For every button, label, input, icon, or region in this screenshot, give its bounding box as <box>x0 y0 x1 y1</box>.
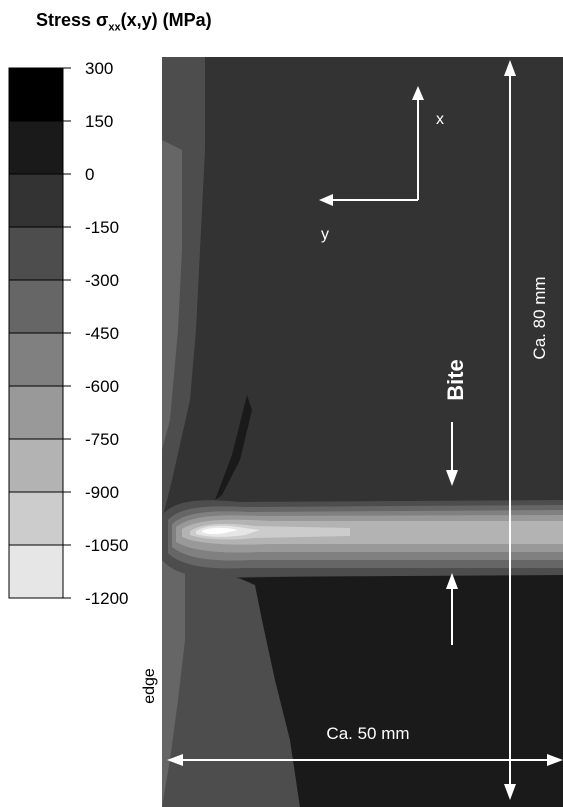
legend-tick-label: 0 <box>85 165 94 184</box>
legend-band <box>8 120 64 175</box>
length-dimension: Ca. 80 mm <box>504 60 549 800</box>
edge-zone-lower-inner <box>162 560 185 807</box>
legend-tick-label: -600 <box>85 377 119 396</box>
bite-band-5 <box>182 519 563 545</box>
dark-spike <box>215 395 252 500</box>
width-dimension-label: Ca. 50 mm <box>326 724 409 743</box>
bite-arrow-top-head <box>446 470 458 486</box>
title-prefix: Stress σ <box>36 10 109 30</box>
legend-tick-label: -450 <box>85 324 119 343</box>
legend-band <box>8 226 64 281</box>
edge-zone-upper-inner <box>162 140 182 450</box>
legend-band <box>8 491 64 546</box>
coordinate-axes: x y <box>319 86 444 243</box>
y-axis-label: y <box>321 226 329 243</box>
legend-band <box>8 279 64 334</box>
color-legend: 300 150 0 -150 -300 -450 -600 -750 -900 -1050 -120… <box>8 59 128 608</box>
edge-label: edge <box>141 668 158 704</box>
legend-tick-label: -750 <box>85 430 119 449</box>
width-dimension-left-head <box>167 754 183 766</box>
legend-tick-label: -1200 <box>85 589 128 608</box>
width-dimension-right-head <box>547 754 563 766</box>
legend-band <box>8 173 64 228</box>
bite-indicator: Bite <box>443 359 468 645</box>
y-axis-arrowhead <box>319 194 333 206</box>
legend-band <box>8 385 64 440</box>
legend-band <box>8 438 64 493</box>
length-dimension-label: Ca. 80 mm <box>530 276 549 359</box>
bite-arrow-bottom-head <box>446 573 458 589</box>
x-axis-label: x <box>436 111 444 128</box>
legend-tick-label: -150 <box>85 218 119 237</box>
figure-title: Stress σxx(x,y) (MPa) <box>36 10 212 34</box>
stress-contour-plot <box>162 57 563 807</box>
legend-band <box>8 544 64 599</box>
length-dimension-top-head <box>504 60 516 76</box>
legend-tick-label: -300 <box>85 271 119 290</box>
length-dimension-bottom-head <box>504 784 516 800</box>
title-subscript: xx <box>108 21 121 34</box>
edge-zone-lower <box>162 520 300 807</box>
legend-tick-label: -1050 <box>85 536 128 555</box>
lower-dark-region <box>240 570 563 807</box>
legend-tick-label: 150 <box>85 112 113 131</box>
width-dimension: Ca. 50 mm <box>167 724 563 766</box>
legend-band <box>8 332 64 387</box>
legend-tick-label: -900 <box>85 483 119 502</box>
x-axis-arrowhead <box>412 86 424 100</box>
title-suffix: (x,y) (MPa) <box>120 10 212 30</box>
bite-band-peak <box>202 527 238 535</box>
legend-tick-label: 300 <box>85 59 113 78</box>
legend-band <box>8 67 64 122</box>
bite-label: Bite <box>443 359 468 401</box>
